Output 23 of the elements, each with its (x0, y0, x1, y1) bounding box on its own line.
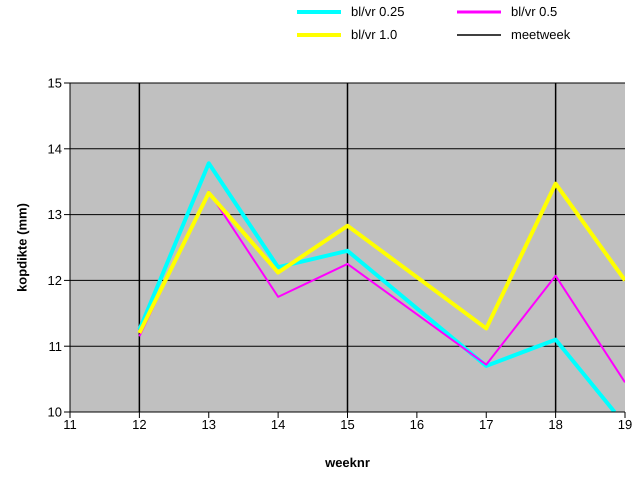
x-tick-label: 18 (548, 417, 563, 432)
x-tick-label: 11 (63, 417, 77, 432)
legend-label: meetweek (511, 27, 570, 42)
x-tick-label: 15 (340, 417, 355, 432)
x-tick-label: 14 (270, 417, 286, 432)
x-tick-label: 13 (202, 417, 216, 432)
line-series (137, 182, 625, 336)
y-tick-label: 14 (48, 141, 62, 156)
x-tick-label: 17 (479, 417, 494, 432)
y-tick-label: 13 (48, 207, 62, 222)
y-tick-label: 15 (48, 76, 62, 91)
y-tick-label: 10 (48, 404, 62, 420)
legend-label: bl/vr 0.25 (351, 4, 404, 19)
y-tick-label: 11 (48, 338, 62, 354)
line-series (137, 161, 617, 412)
y-axis-title: kopdikte (mm) (14, 203, 30, 292)
x-tick-label: 19 (618, 417, 632, 432)
legend-label: bl/vr 1.0 (351, 27, 398, 42)
x-tick-label: 12 (132, 417, 147, 432)
legend-label: bl/vr 0.5 (511, 4, 558, 19)
x-axis-title: weeknr (324, 455, 370, 470)
x-tick-label: 16 (410, 417, 424, 432)
y-tick-label: 12 (48, 273, 62, 288)
